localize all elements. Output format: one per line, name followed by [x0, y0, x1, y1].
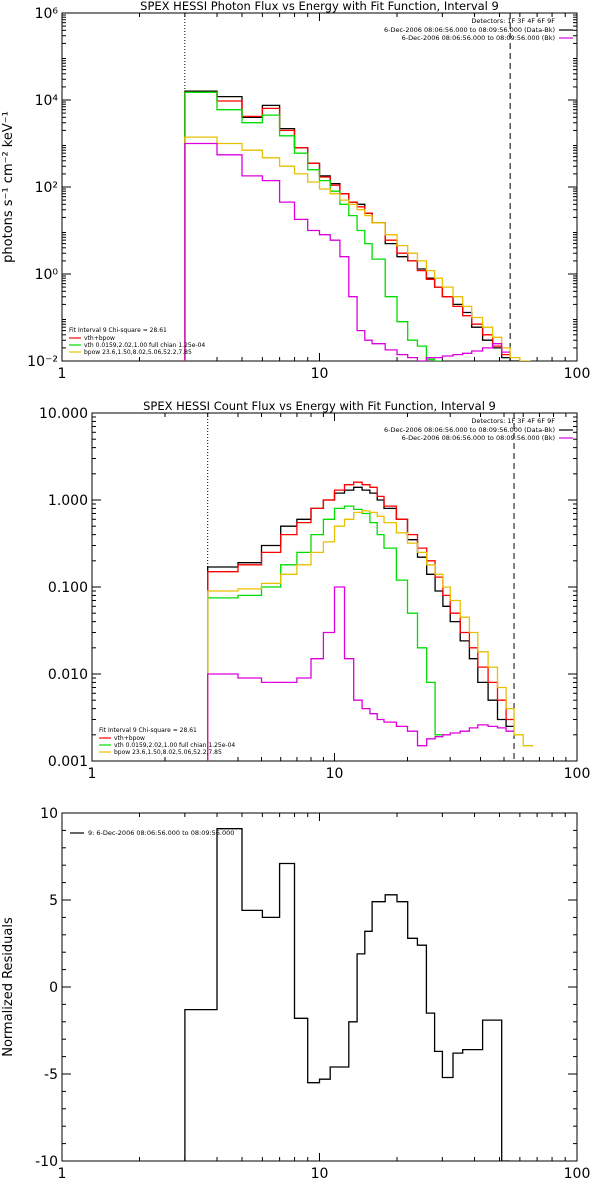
series-group: [184, 828, 511, 1161]
legend-label: vth+bpow: [114, 735, 145, 742]
series-bpow-line: [207, 510, 534, 761]
y-tick-label: 10: [40, 806, 58, 822]
x-tick-label: 100: [564, 366, 591, 382]
series-group: [207, 481, 534, 761]
header-text-line: Detectors: 1F 3F 4F 6F 9F: [471, 417, 555, 425]
y-tick-label: -5: [44, 1067, 58, 1083]
x-tick-label: 1: [58, 366, 67, 382]
x-tick-label: 10: [311, 366, 329, 382]
y-tick-label: 10⁴: [35, 93, 59, 109]
chart-panel-3: 1 10 100 -10 -5 0 5 10 Normalized Residuals 9: 6-…: [1, 806, 590, 1182]
chart-panel-1: 1 10 100 10⁻² 10⁰ 10² 10⁴ 10⁶ SPEX HESSI Photon …: [1, 0, 590, 382]
y-tick-label: -10: [35, 1154, 58, 1170]
y-tick-label: 10²: [35, 180, 58, 196]
legend-label: vth 0.0159,2.02,1.00 full chian 1.25e-04: [84, 342, 205, 349]
y-tick-label: 5: [49, 893, 58, 909]
series-bpow-line: [184, 136, 531, 361]
header-text-line: Detectors: 1F 3F 4F 6F 9F: [471, 17, 555, 25]
series-vth-line: [207, 505, 443, 761]
chart-title: SPEX HESSI Photon Flux vs Energy with Fi…: [140, 0, 499, 13]
y-tick-label: 0: [49, 980, 58, 996]
series-total-line: [207, 481, 514, 761]
header-text-line: 6-Dec-2006 08:06:56.000 to 08:09:56.000 …: [402, 34, 555, 42]
legend-label: 9: 6-Dec-2006 08:06:56.000 to 08:09:56.0…: [88, 829, 234, 837]
legend-label: bpow 23.6,1.50,8.02,5.06,52.2,7.85: [114, 749, 222, 756]
y-tick-label: 0.010: [48, 667, 88, 683]
legend-title: Fit Interval 9 Chi-square = 28.61: [69, 327, 167, 334]
series-background-line: [184, 142, 511, 361]
x-tick-label: 1: [58, 1166, 67, 1182]
x-tick-label: 10: [326, 766, 344, 782]
series-data-line: [207, 486, 514, 761]
chart-panel-2: 1 10 100 0.001 0.010 0.100 1.000 10.000 SPEX HES…: [39, 399, 590, 782]
x-tick-label: 100: [564, 766, 591, 782]
x-tick-label: 1: [88, 766, 97, 782]
header-text-line: 6-Dec-2006 08:06:56.000 to 08:09:56.000 …: [402, 434, 555, 442]
y-tick-label: 10⁰: [35, 267, 59, 283]
legend-label: bpow 23.6,1.50,8.02,5.06,52.2,7.85: [84, 349, 192, 356]
axes-frame: [61, 812, 578, 1162]
legend-label: vth 0.0159,2.02,1.00 full chian 1.25e-04: [114, 742, 235, 749]
header-text-line: 6-Dec-2006 08:06:56.000 to 08:09:56.000 …: [384, 26, 555, 34]
y-tick-label: 10⁶: [35, 6, 59, 22]
chart-title: SPEX HESSI Count Flux vs Energy with Fit…: [143, 399, 496, 413]
y-axis-label: Normalized Residuals: [1, 917, 16, 1057]
y-tick-label: 10⁻²: [27, 354, 58, 370]
y-tick-label: 0.001: [48, 754, 88, 770]
legend-title: Fit Interval 9 Chi-square = 28.61: [99, 727, 197, 734]
y-tick-label: 1.000: [48, 493, 88, 509]
series-data-line: [184, 828, 511, 1161]
series-vth-line: [184, 91, 443, 361]
y-axis-label: photons s⁻¹ cm⁻² keV⁻¹: [1, 111, 16, 263]
series-background-line: [207, 586, 514, 761]
legend-label: vth+bpow: [84, 335, 115, 342]
y-tick-label: 10.000: [39, 406, 88, 422]
series-group: [184, 90, 531, 361]
x-tick-label: 100: [564, 1166, 591, 1182]
y-tick-label: 0.100: [48, 580, 88, 596]
series-data-line: [184, 90, 520, 361]
series-total-line: [184, 91, 511, 361]
x-tick-label: 10: [311, 1166, 329, 1182]
header-text-line: 6-Dec-2006 08:06:56.000 to 08:09:56.000 …: [384, 426, 555, 434]
